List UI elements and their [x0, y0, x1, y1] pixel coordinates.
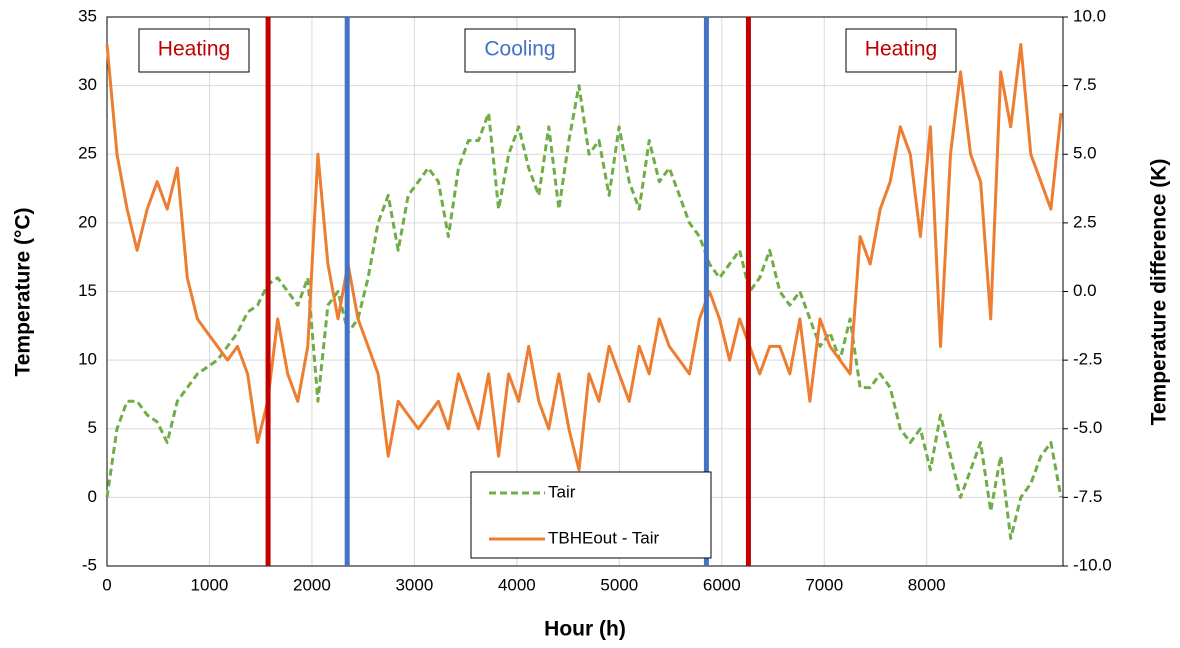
- y-tick-label: -5: [82, 555, 97, 574]
- y2-axis-title: Temperature difference (K): [1148, 159, 1171, 426]
- y-tick-label: 10: [78, 350, 97, 369]
- season-label-box: [845, 28, 957, 73]
- y-tick-label: 30: [78, 75, 97, 94]
- plot-frame: [106, 16, 1064, 567]
- x-tick-label: 1000: [191, 575, 229, 594]
- x-tick-label: 0: [102, 575, 111, 594]
- series-line: [105, 43, 1063, 472]
- legend-box: [470, 471, 712, 559]
- season-label-text: Heating: [158, 38, 230, 61]
- legend: Tair TBHEout - Tair: [470, 471, 712, 559]
- x-tick-label: 2000: [293, 575, 331, 594]
- y2-tick-label: 10.0: [1073, 6, 1106, 25]
- y2-tick-label: 0.0: [1073, 281, 1097, 300]
- y-tick-label: 15: [78, 281, 97, 300]
- season-label-box: [464, 28, 576, 73]
- y2-tick-label: 5.0: [1073, 144, 1097, 163]
- x-axis-title: Hour (h): [544, 618, 626, 641]
- series-line: [105, 84, 1063, 540]
- y2-tick-label: -2.5: [1073, 350, 1102, 369]
- y-tick-label: 20: [78, 212, 97, 231]
- x-tick-label: 5000: [600, 575, 638, 594]
- y-tick-label: 25: [78, 144, 97, 163]
- y-tick-label: 0: [88, 487, 97, 506]
- season-label: Heating: [845, 28, 957, 73]
- y-tick-label: 5: [88, 418, 97, 437]
- season-label: Cooling: [464, 28, 576, 73]
- season-label-text: Cooling: [484, 38, 555, 61]
- y2-tick-label: -5.0: [1073, 418, 1102, 437]
- legend-label: TBHEout - Tair: [548, 528, 660, 547]
- y2-tick-label: -7.5: [1073, 487, 1102, 506]
- x-tick-label: 3000: [395, 575, 433, 594]
- season-label-text: Heating: [865, 38, 937, 61]
- legend-label: Tair: [548, 482, 576, 501]
- x-tick-label: 7000: [805, 575, 843, 594]
- y2-tick-label: 2.5: [1073, 212, 1097, 231]
- y-tick-label: 35: [78, 6, 97, 25]
- x-tick-label: 4000: [498, 575, 536, 594]
- y2-tick-label: -10.0: [1073, 555, 1112, 574]
- x-tick-label: 6000: [703, 575, 741, 594]
- season-label: Heating: [138, 28, 250, 73]
- x-tick-label: 8000: [908, 575, 946, 594]
- y2-tick-label: 7.5: [1073, 75, 1097, 94]
- y-axis-title: Temperature (°C): [12, 207, 35, 376]
- season-label-box: [138, 28, 250, 73]
